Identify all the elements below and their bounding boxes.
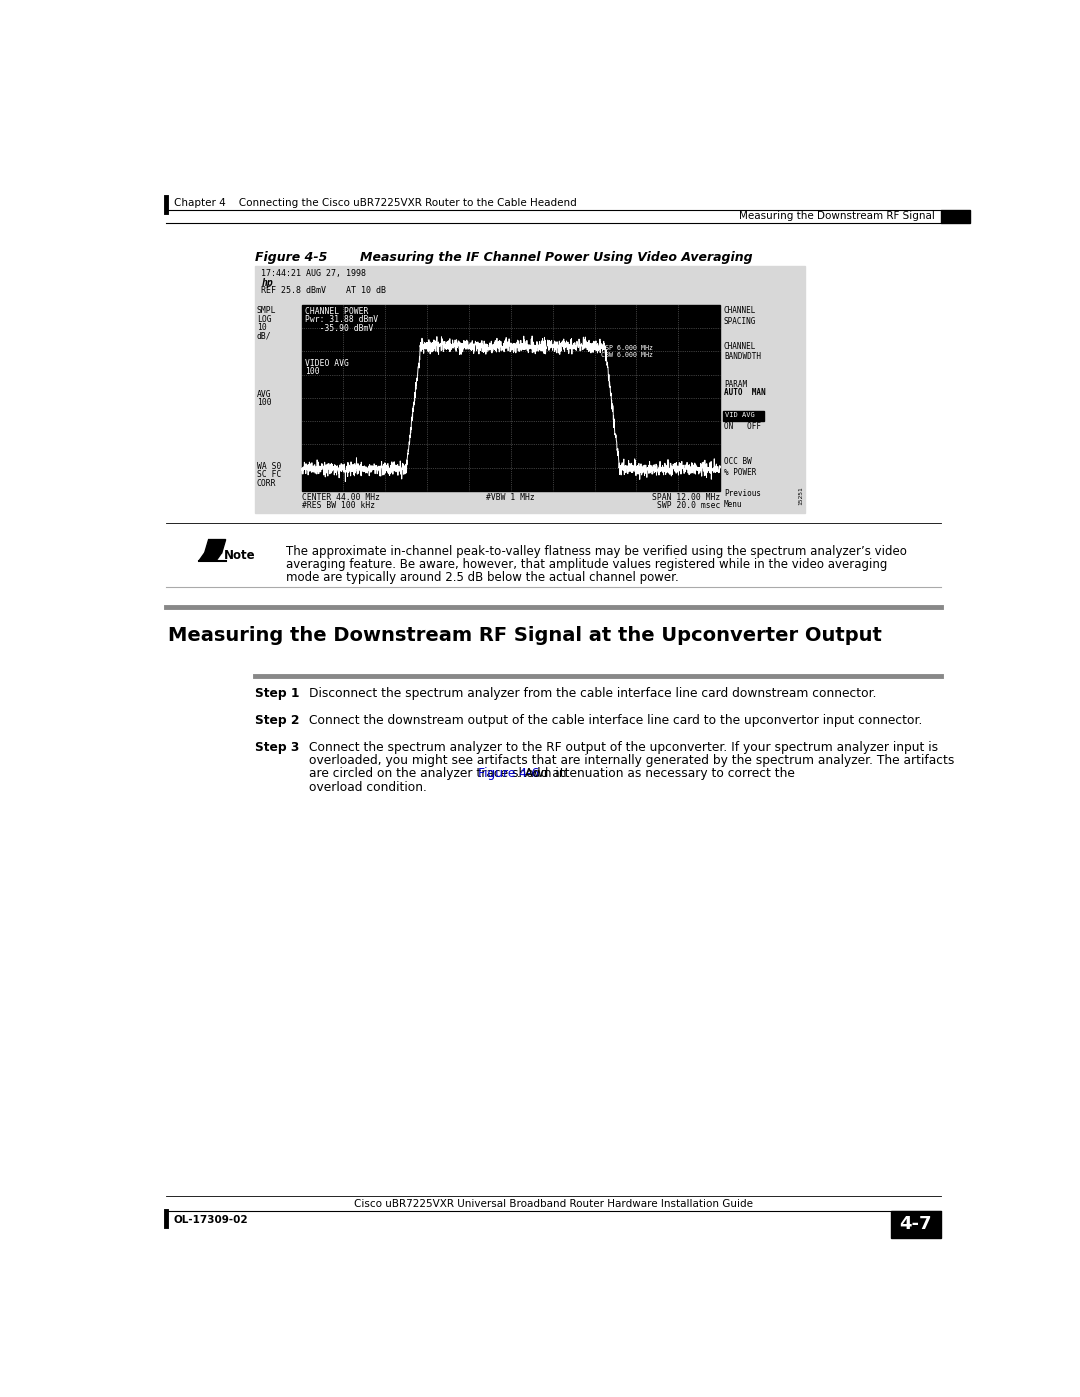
Text: 4-7: 4-7 <box>900 1215 932 1232</box>
Text: CHANNEL
SPACING: CHANNEL SPACING <box>724 306 756 326</box>
Text: dB/: dB/ <box>257 331 271 341</box>
Text: CHANNEL
BANDWDTH: CHANNEL BANDWDTH <box>724 342 761 360</box>
Text: are circled on the analyzer trace shown in: are circled on the analyzer trace shown … <box>309 767 570 781</box>
Bar <box>724 411 764 420</box>
Text: overloaded, you might see artifacts that are internally generated by the spectru: overloaded, you might see artifacts that… <box>309 754 955 767</box>
Text: Measuring the Downstream RF Signal at the Upconverter Output: Measuring the Downstream RF Signal at th… <box>167 626 881 645</box>
Text: hp: hp <box>261 278 273 288</box>
Text: CORR: CORR <box>257 479 276 488</box>
Text: The approximate in-channel peak-to-valley flatness may be verified using the spe: The approximate in-channel peak-to-valle… <box>286 545 907 557</box>
Text: VIDEO AVG: VIDEO AVG <box>305 359 349 367</box>
Text: Step 1: Step 1 <box>255 687 299 700</box>
Text: 100: 100 <box>257 398 271 407</box>
Text: SMPL: SMPL <box>257 306 276 316</box>
Text: 100: 100 <box>305 367 320 376</box>
Text: Step 2: Step 2 <box>255 714 299 728</box>
Text: Figure 4-6: Figure 4-6 <box>477 767 539 781</box>
Text: Step 3: Step 3 <box>255 742 299 754</box>
Text: overload condition.: overload condition. <box>309 781 428 793</box>
Text: SC FC: SC FC <box>257 471 281 479</box>
Text: Pwr: 31.88 dBmV: Pwr: 31.88 dBmV <box>305 316 378 324</box>
Text: VID AVG: VID AVG <box>725 412 755 418</box>
Text: #VBW 1 MHz: #VBW 1 MHz <box>486 493 536 503</box>
Text: CHANNEL POWER: CHANNEL POWER <box>305 307 368 316</box>
Text: CBW 6.000 MHz: CBW 6.000 MHz <box>602 352 653 359</box>
Bar <box>255 267 806 513</box>
Text: Measuring the Downstream RF Signal: Measuring the Downstream RF Signal <box>739 211 935 221</box>
Text: SWP 20.0 msec: SWP 20.0 msec <box>657 502 720 510</box>
Text: ON   OFF: ON OFF <box>724 422 761 430</box>
Bar <box>941 210 971 224</box>
Text: OL-17309-02: OL-17309-02 <box>174 1215 248 1225</box>
Text: OCC BW
% POWER: OCC BW % POWER <box>724 457 756 476</box>
Text: Connect the spectrum analyzer to the RF output of the upconverter. If your spect: Connect the spectrum analyzer to the RF … <box>309 742 939 754</box>
Text: -35.90 dBmV: -35.90 dBmV <box>305 324 373 332</box>
Text: LOG: LOG <box>257 314 271 324</box>
Text: Chapter 4    Connecting the Cisco uBR7225VXR Router to the Cable Headend: Chapter 4 Connecting the Cisco uBR7225VX… <box>174 198 577 208</box>
Text: AUTO  MAN: AUTO MAN <box>724 388 766 397</box>
Text: CENTER 44.00 MHz: CENTER 44.00 MHz <box>301 493 380 503</box>
Text: Cisco uBR7225VXR Universal Broadband Router Hardware Installation Guide: Cisco uBR7225VXR Universal Broadband Rou… <box>354 1200 753 1210</box>
Text: Connect the downstream output of the cable interface line card to the upconverto: Connect the downstream output of the cab… <box>309 714 922 728</box>
Text: Previous
Menu: Previous Menu <box>724 489 761 509</box>
Bar <box>301 305 720 490</box>
Polygon shape <box>205 539 226 553</box>
Text: mode are typically around 2.5 dB below the actual channel power.: mode are typically around 2.5 dB below t… <box>286 571 679 584</box>
Text: AVG: AVG <box>257 390 271 400</box>
Text: 10: 10 <box>257 323 267 332</box>
Polygon shape <box>200 553 221 560</box>
Bar <box>891 1211 941 1238</box>
Text: Note: Note <box>225 549 256 562</box>
Text: Figure 4-5: Figure 4-5 <box>255 251 327 264</box>
Text: CSP 6.000 MHz: CSP 6.000 MHz <box>602 345 653 351</box>
Text: 15251: 15251 <box>798 486 804 504</box>
Text: SPAN 12.00 MHz: SPAN 12.00 MHz <box>652 493 720 503</box>
Text: PARAM: PARAM <box>724 380 747 390</box>
Text: REF 25.8 dBmV    AT 10 dB: REF 25.8 dBmV AT 10 dB <box>261 286 387 295</box>
Text: #RES BW 100 kHz: #RES BW 100 kHz <box>301 502 375 510</box>
Text: WA S0: WA S0 <box>257 462 281 471</box>
Text: Disconnect the spectrum analyzer from the cable interface line card downstream c: Disconnect the spectrum analyzer from th… <box>309 687 877 700</box>
Text: . Add attenuation as necessary to correct the: . Add attenuation as necessary to correc… <box>517 767 795 781</box>
Text: 17:44:21 AUG 27, 1998: 17:44:21 AUG 27, 1998 <box>261 270 366 278</box>
Text: Measuring the IF Channel Power Using Video Averaging: Measuring the IF Channel Power Using Vid… <box>360 251 753 264</box>
Text: averaging feature. Be aware, however, that amplitude values registered while in : averaging feature. Be aware, however, th… <box>286 557 888 571</box>
